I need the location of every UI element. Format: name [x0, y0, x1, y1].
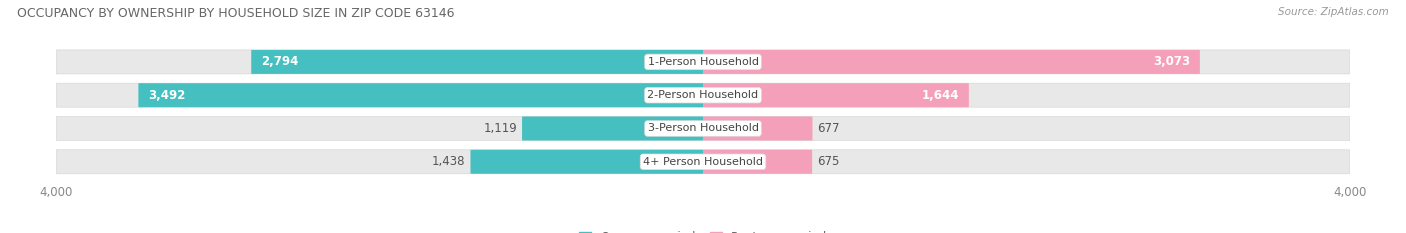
- FancyBboxPatch shape: [703, 83, 969, 107]
- Text: 675: 675: [817, 155, 839, 168]
- Text: 1,119: 1,119: [484, 122, 517, 135]
- Legend: Owner-occupied, Renter-occupied: Owner-occupied, Renter-occupied: [574, 226, 832, 233]
- FancyBboxPatch shape: [471, 150, 703, 174]
- Text: 1,644: 1,644: [921, 89, 959, 102]
- Text: 3-Person Household: 3-Person Household: [648, 123, 758, 134]
- Text: 2,794: 2,794: [262, 55, 298, 69]
- FancyBboxPatch shape: [56, 150, 1350, 174]
- FancyBboxPatch shape: [522, 116, 703, 140]
- FancyBboxPatch shape: [703, 150, 813, 174]
- FancyBboxPatch shape: [252, 50, 703, 74]
- Text: 1,438: 1,438: [432, 155, 465, 168]
- FancyBboxPatch shape: [703, 116, 813, 140]
- FancyBboxPatch shape: [56, 50, 1350, 74]
- FancyBboxPatch shape: [56, 83, 1350, 107]
- FancyBboxPatch shape: [138, 83, 703, 107]
- FancyBboxPatch shape: [56, 116, 1350, 140]
- Text: 3,073: 3,073: [1153, 55, 1189, 69]
- Text: 2-Person Household: 2-Person Household: [647, 90, 759, 100]
- Text: OCCUPANCY BY OWNERSHIP BY HOUSEHOLD SIZE IN ZIP CODE 63146: OCCUPANCY BY OWNERSHIP BY HOUSEHOLD SIZE…: [17, 7, 454, 20]
- Text: 1-Person Household: 1-Person Household: [648, 57, 758, 67]
- Text: 677: 677: [817, 122, 839, 135]
- Text: Source: ZipAtlas.com: Source: ZipAtlas.com: [1278, 7, 1389, 17]
- Text: 4+ Person Household: 4+ Person Household: [643, 157, 763, 167]
- FancyBboxPatch shape: [703, 50, 1199, 74]
- Text: 3,492: 3,492: [148, 89, 186, 102]
